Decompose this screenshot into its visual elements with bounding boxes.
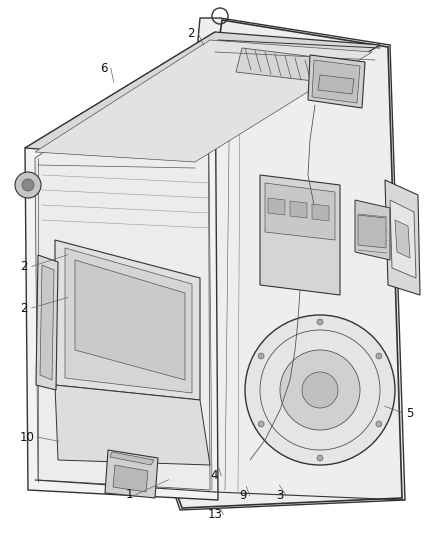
Polygon shape <box>236 48 355 85</box>
Text: 3: 3 <box>276 489 283 502</box>
Text: 6: 6 <box>100 62 108 75</box>
Polygon shape <box>36 255 58 390</box>
Polygon shape <box>25 32 380 160</box>
Text: 2: 2 <box>187 27 194 39</box>
Polygon shape <box>268 198 285 215</box>
Polygon shape <box>160 18 405 510</box>
Polygon shape <box>105 450 158 498</box>
Circle shape <box>258 353 264 359</box>
Circle shape <box>258 421 264 427</box>
Circle shape <box>376 421 382 427</box>
Circle shape <box>376 353 382 359</box>
Polygon shape <box>55 240 200 400</box>
Polygon shape <box>385 180 420 295</box>
Text: 2: 2 <box>20 302 28 314</box>
Text: 2: 2 <box>20 260 28 273</box>
Polygon shape <box>290 201 307 218</box>
Circle shape <box>245 315 395 465</box>
Circle shape <box>15 172 41 198</box>
Polygon shape <box>25 32 218 500</box>
Polygon shape <box>358 215 386 248</box>
Polygon shape <box>265 183 335 240</box>
Text: 9: 9 <box>239 489 247 502</box>
Polygon shape <box>390 200 416 278</box>
Circle shape <box>280 350 360 430</box>
Text: 10: 10 <box>20 431 35 443</box>
Text: 1: 1 <box>125 488 133 501</box>
Polygon shape <box>40 265 54 380</box>
Polygon shape <box>110 452 154 465</box>
Polygon shape <box>395 220 410 258</box>
Text: 4: 4 <box>211 470 219 482</box>
Polygon shape <box>65 248 192 393</box>
Circle shape <box>317 455 323 461</box>
Circle shape <box>22 179 34 191</box>
Polygon shape <box>35 40 372 162</box>
Circle shape <box>302 372 338 408</box>
Polygon shape <box>355 200 390 260</box>
Circle shape <box>317 319 323 325</box>
Polygon shape <box>308 55 365 108</box>
Polygon shape <box>113 465 148 492</box>
Polygon shape <box>75 260 185 380</box>
Polygon shape <box>312 204 329 221</box>
Polygon shape <box>35 44 210 490</box>
Polygon shape <box>260 175 340 295</box>
Text: 13: 13 <box>207 508 222 521</box>
Polygon shape <box>318 75 354 94</box>
Polygon shape <box>55 385 210 465</box>
Text: 5: 5 <box>406 407 413 419</box>
Polygon shape <box>312 60 360 103</box>
